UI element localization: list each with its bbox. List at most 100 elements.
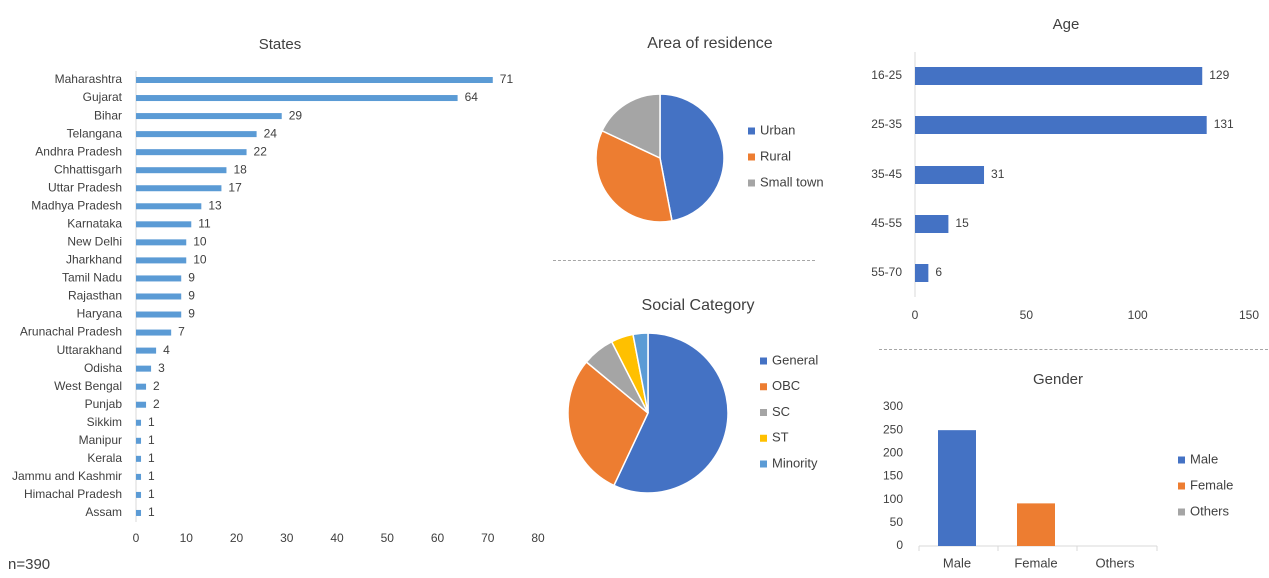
states-data-label: 1 — [148, 433, 155, 447]
states-category-label: Punjab — [85, 397, 123, 411]
states-data-label: 1 — [148, 487, 155, 501]
social-slice — [612, 332, 729, 494]
states-x-tick: 70 — [481, 531, 495, 545]
age-category-label: 45-55 — [871, 216, 902, 230]
social-legend-label: Minority — [772, 455, 818, 470]
residence-legend-label: Small town — [760, 174, 824, 189]
states-category-label: Karnataka — [67, 216, 122, 230]
states-data-label: 7 — [178, 325, 185, 339]
states-category-label: Andhra Pradesh — [35, 144, 122, 158]
gender-legend-swatch — [1178, 456, 1185, 464]
states-data-label: 1 — [148, 451, 155, 465]
gender-legend-label: Female — [1190, 477, 1233, 492]
age-data-label: 129 — [1209, 68, 1229, 82]
states-category-label: Assam — [85, 505, 122, 519]
social-category-chart: Social Category General OBC SC ST Minority — [567, 297, 818, 494]
states-data-label: 18 — [233, 162, 247, 176]
age-bar — [915, 67, 1203, 85]
states-category-label: Maharashtra — [55, 72, 123, 86]
states-category-label: Manipur — [79, 433, 122, 447]
states-category-label: Himachal Pradesh — [24, 487, 122, 501]
states-data-label: 29 — [289, 108, 303, 122]
states-data-label: 10 — [193, 235, 207, 249]
age-bar — [915, 116, 1207, 134]
age-chart: Age 16-25 129 25-35 131 35-45 31 45-55 15 55-70 6 0… — [871, 16, 1259, 322]
states-data-label: 71 — [500, 72, 514, 86]
states-data-label: 17 — [228, 180, 242, 194]
states-bar — [136, 95, 458, 102]
states-bar — [136, 473, 142, 480]
states-category-label: Uttarakhand — [57, 343, 122, 357]
social-legend-label: ST — [772, 430, 789, 445]
gender-category-label: Others — [1095, 555, 1135, 570]
states-bar — [136, 401, 147, 408]
social-legend-label: OBC — [772, 378, 800, 393]
states-bar — [136, 347, 157, 354]
states-bar — [136, 455, 142, 462]
states-category-label: Arunachal Pradesh — [20, 325, 122, 339]
age-category-label: 55-70 — [871, 265, 902, 279]
gender-legend-label: Others — [1190, 503, 1230, 518]
sample-size-note: n=390 — [8, 556, 51, 573]
states-bar — [136, 131, 257, 138]
gender-y-tick: 100 — [883, 492, 903, 506]
states-category-label: Bihar — [94, 108, 122, 122]
gender-y-tick: 300 — [883, 399, 903, 413]
states-x-tick: 10 — [180, 531, 194, 545]
states-bar — [136, 257, 187, 264]
states-category-label: Jammu and Kashmir — [12, 469, 122, 483]
age-bar — [915, 215, 949, 233]
residence-legend-swatch — [748, 153, 755, 161]
states-bar — [136, 113, 282, 120]
residence-legend-swatch — [748, 179, 755, 187]
gender-bar — [938, 430, 976, 546]
gender-y-tick: 0 — [896, 538, 903, 552]
states-bar — [136, 203, 202, 210]
states-title: States — [259, 36, 302, 53]
states-data-label: 22 — [254, 144, 268, 158]
states-bar — [136, 491, 142, 498]
residence-title: Area of residence — [647, 35, 773, 52]
states-x-tick: 20 — [230, 531, 244, 545]
states-data-label: 4 — [163, 343, 170, 357]
states-data-label: 1 — [148, 469, 155, 483]
gender-title: Gender — [1033, 371, 1083, 388]
age-data-label: 15 — [955, 216, 969, 230]
states-bar — [136, 437, 142, 444]
age-x-tick: 100 — [1128, 308, 1148, 322]
social-legend-swatch — [760, 460, 767, 468]
age-category-label: 16-25 — [871, 68, 902, 82]
states-bar — [136, 311, 182, 318]
states-bar — [136, 383, 147, 390]
social-legend-label: General — [772, 352, 818, 367]
age-category-label: 35-45 — [871, 167, 902, 181]
states-category-label: Rajasthan — [68, 289, 122, 303]
states-category-label: Jharkhand — [66, 253, 122, 267]
states-data-label: 2 — [153, 379, 160, 393]
age-bar — [915, 166, 985, 184]
residence-chart: Area of residence Urban Rural Small town — [595, 35, 824, 223]
gender-y-tick: 250 — [883, 422, 903, 436]
states-data-label: 24 — [264, 126, 278, 140]
gender-y-tick: 150 — [883, 469, 903, 483]
states-bar — [136, 509, 142, 516]
social-legend-swatch — [760, 383, 767, 391]
age-x-tick: 50 — [1020, 308, 1034, 322]
states-bar — [136, 221, 192, 228]
age-category-label: 25-35 — [871, 117, 902, 131]
social-slice — [632, 332, 649, 414]
age-x-tick: 150 — [1239, 308, 1259, 322]
states-bar — [136, 77, 493, 83]
social-slice — [567, 360, 649, 487]
gender-legend-label: Male — [1190, 451, 1218, 466]
residence-slice — [601, 93, 661, 160]
states-bar — [136, 293, 182, 300]
states-category-label: Haryana — [77, 307, 123, 321]
gender-legend-swatch — [1178, 508, 1185, 516]
states-data-label: 2 — [153, 397, 160, 411]
age-data-label: 31 — [991, 167, 1005, 181]
states-bar — [136, 275, 182, 282]
states-data-label: 64 — [465, 90, 479, 104]
